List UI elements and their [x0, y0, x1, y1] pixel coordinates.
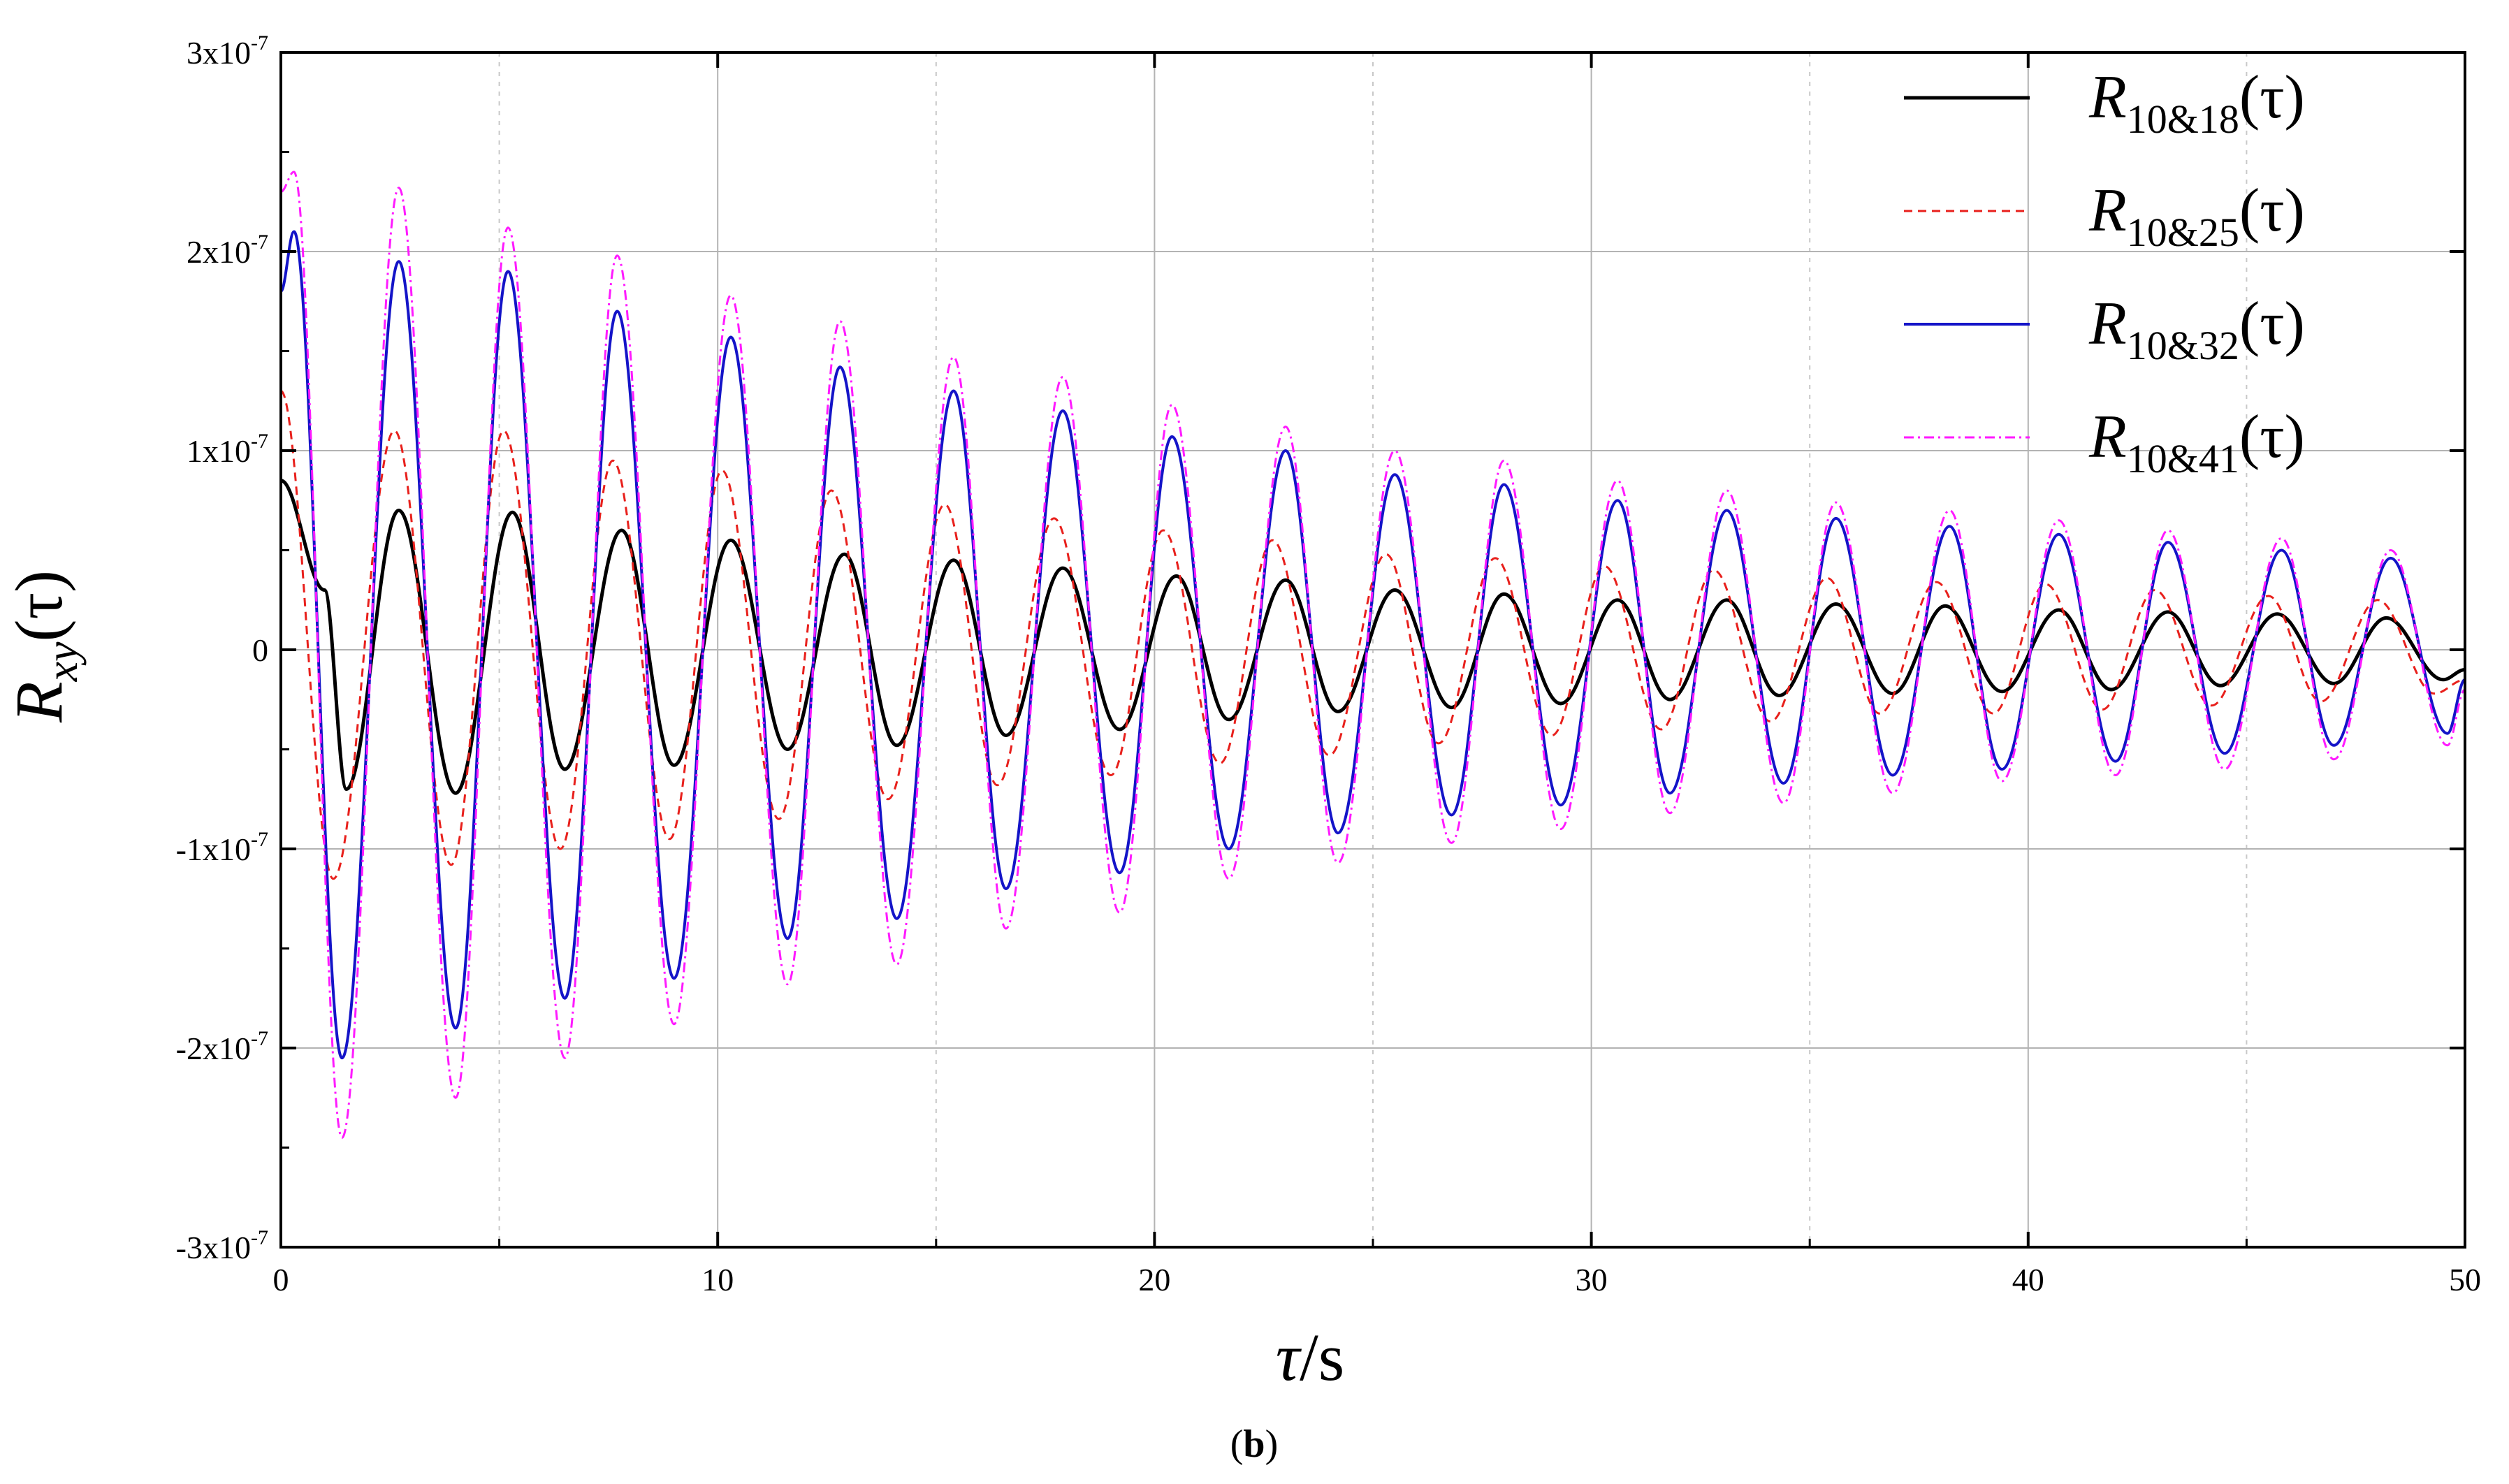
y-axis-title: Rxy(τ) [1, 570, 87, 723]
series-line-1 [279, 390, 2466, 880]
series-line-0 [280, 479, 2466, 795]
y-tick-label: 1x10-7 [187, 430, 268, 469]
series-lines [279, 170, 2466, 1139]
y-tick-label: 2x10-7 [187, 231, 268, 270]
axis-ticks [279, 51, 2466, 1249]
x-tick-label: 0 [273, 1262, 289, 1297]
y-tick-label: 0 [252, 632, 268, 668]
x-tick-label: 20 [1138, 1262, 1170, 1297]
x-tick-label: 40 [2012, 1262, 2044, 1297]
y-tick-label: -1x10-7 [176, 828, 268, 867]
x-tick-label: 50 [2449, 1262, 2481, 1297]
y-tick-labels: 3x10-7 2x10-7 1x10-7 0 -1x10-7 -2x10-7 -3x10-7 [176, 31, 268, 1265]
x-tick-label: 10 [701, 1262, 734, 1297]
y-tick-label: 3x10-7 [187, 31, 268, 71]
y-tick-label: -2x10-7 [176, 1027, 268, 1066]
figure-caption: (b) [1230, 1423, 1278, 1466]
series-line-2 [279, 230, 2466, 1060]
x-axis-title: τ/s [1276, 1320, 1344, 1395]
legend: R10&18(τ) R10&25(τ) R10&32(τ) R10&41(τ) [1904, 64, 2305, 481]
legend-label-1: R10&25(τ) [2088, 177, 2305, 255]
y-tick-label: -3x10-7 [176, 1226, 268, 1265]
legend-label-2: R10&32(τ) [2088, 290, 2305, 368]
legend-label-3: R10&41(τ) [2088, 403, 2305, 481]
x-tick-labels: 0 10 20 30 40 50 [273, 1262, 2482, 1297]
legend-label-0: R10&18(τ) [2088, 64, 2305, 142]
x-tick-label: 30 [1576, 1262, 1608, 1297]
